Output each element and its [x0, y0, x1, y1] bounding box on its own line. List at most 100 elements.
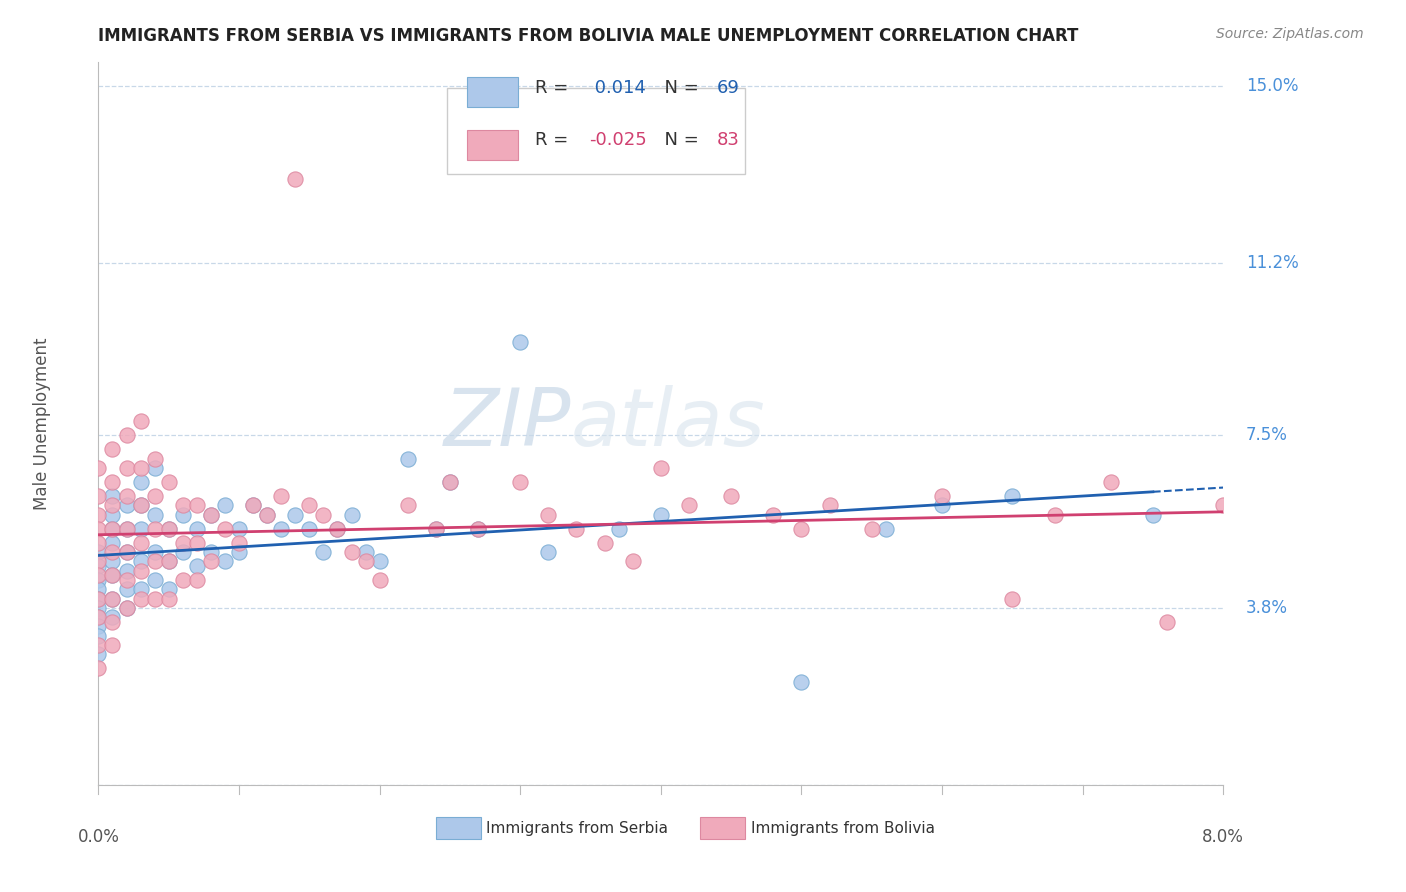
Point: [1001, 591, 1024, 606]
Point: [87, 600, 110, 615]
Point: [115, 582, 138, 597]
Point: [172, 535, 194, 549]
Point: [129, 591, 152, 606]
Point: [425, 522, 447, 536]
Point: [143, 573, 166, 587]
Point: [172, 573, 194, 587]
Point: [1142, 508, 1164, 522]
Point: [101, 508, 124, 522]
Text: 15.0%: 15.0%: [1246, 77, 1298, 95]
Point: [509, 335, 531, 350]
FancyBboxPatch shape: [436, 817, 481, 839]
Point: [439, 475, 461, 489]
Point: [298, 498, 321, 512]
Point: [101, 442, 124, 457]
Point: [467, 522, 489, 536]
Point: [368, 573, 391, 587]
Point: [607, 522, 630, 536]
Text: 83: 83: [717, 131, 740, 150]
Point: [214, 554, 236, 568]
Point: [129, 475, 152, 489]
Point: [157, 522, 180, 536]
Point: [1212, 498, 1234, 512]
Point: [115, 461, 138, 475]
Point: [87, 545, 110, 559]
Point: [762, 508, 785, 522]
Point: [87, 568, 110, 582]
Point: [115, 600, 138, 615]
Point: [172, 545, 194, 559]
Point: [143, 461, 166, 475]
Text: 0.014: 0.014: [589, 78, 645, 96]
Point: [87, 535, 110, 549]
Point: [87, 554, 110, 568]
Point: [115, 600, 138, 615]
Point: [87, 610, 110, 624]
Point: [720, 489, 742, 503]
Text: Male Unemployment: Male Unemployment: [34, 337, 51, 510]
Text: -0.025: -0.025: [589, 131, 647, 150]
Text: 69: 69: [717, 78, 740, 96]
Point: [186, 498, 208, 512]
Point: [790, 522, 813, 536]
Point: [284, 508, 307, 522]
Point: [509, 475, 531, 489]
Text: N =: N =: [652, 78, 704, 96]
Point: [101, 489, 124, 503]
Point: [396, 451, 419, 466]
Point: [157, 522, 180, 536]
Point: [439, 475, 461, 489]
Point: [87, 582, 110, 597]
Text: atlas: atlas: [571, 384, 766, 463]
Point: [101, 522, 124, 536]
Point: [312, 508, 335, 522]
Point: [326, 522, 349, 536]
Point: [931, 489, 953, 503]
Point: [157, 591, 180, 606]
Text: R =: R =: [534, 131, 574, 150]
Point: [87, 461, 110, 475]
Point: [537, 508, 560, 522]
Point: [565, 522, 588, 536]
Point: [270, 522, 292, 536]
Point: [129, 564, 152, 578]
Point: [101, 475, 124, 489]
Point: [143, 451, 166, 466]
FancyBboxPatch shape: [467, 129, 517, 160]
Point: [87, 573, 110, 587]
Point: [312, 545, 335, 559]
Point: [354, 554, 377, 568]
Point: [1156, 615, 1178, 629]
Point: [172, 498, 194, 512]
Point: [101, 638, 124, 652]
Point: [340, 545, 363, 559]
Point: [87, 489, 110, 503]
Point: [228, 545, 250, 559]
Point: [396, 498, 419, 512]
Text: IMMIGRANTS FROM SERBIA VS IMMIGRANTS FROM BOLIVIA MALE UNEMPLOYMENT CORRELATION : IMMIGRANTS FROM SERBIA VS IMMIGRANTS FRO…: [98, 27, 1078, 45]
Point: [326, 522, 349, 536]
Point: [87, 661, 110, 675]
Point: [115, 489, 138, 503]
Point: [284, 172, 307, 186]
Point: [157, 582, 180, 597]
Point: [101, 610, 124, 624]
Point: [115, 522, 138, 536]
Point: [115, 545, 138, 559]
Point: [200, 508, 222, 522]
Point: [242, 498, 264, 512]
Point: [228, 522, 250, 536]
Text: Source: ZipAtlas.com: Source: ZipAtlas.com: [1216, 27, 1364, 41]
Point: [143, 591, 166, 606]
Point: [368, 554, 391, 568]
Point: [593, 535, 616, 549]
Point: [186, 535, 208, 549]
Point: [860, 522, 883, 536]
Point: [650, 508, 672, 522]
Point: [87, 648, 110, 662]
FancyBboxPatch shape: [700, 817, 745, 839]
Point: [101, 535, 124, 549]
Point: [101, 591, 124, 606]
Point: [200, 508, 222, 522]
Text: 11.2%: 11.2%: [1246, 254, 1299, 272]
